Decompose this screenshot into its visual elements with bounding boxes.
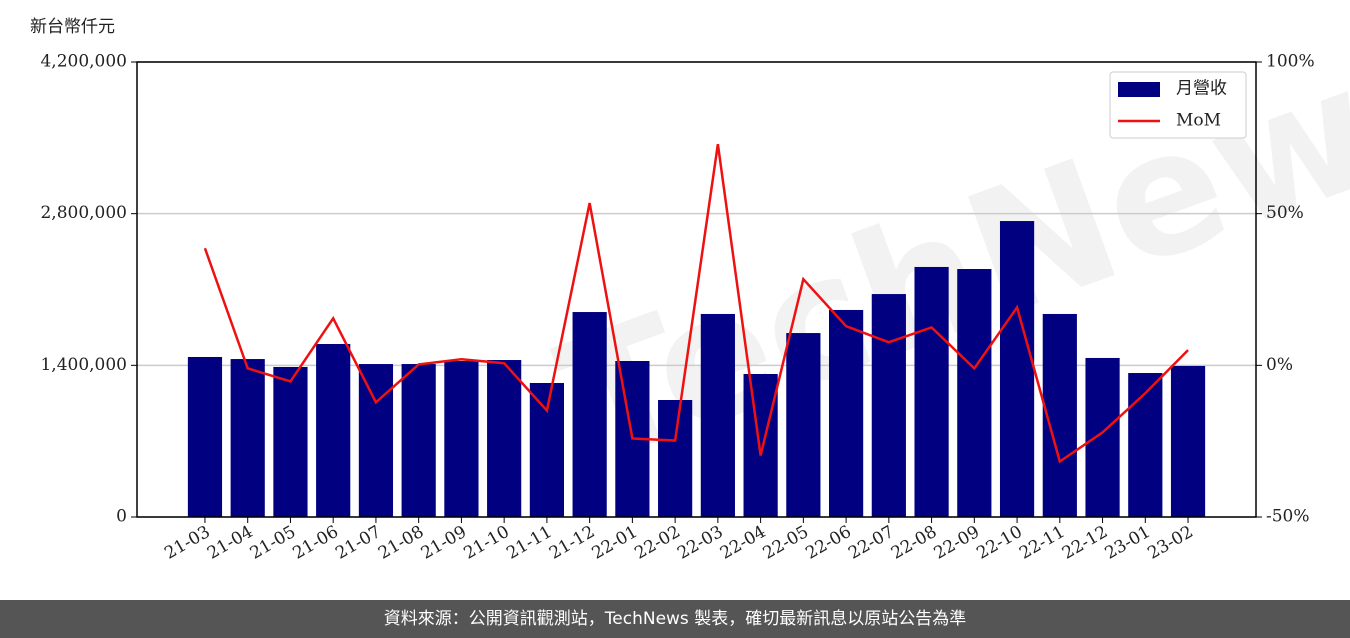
x-tick-label: 22-08: [888, 522, 940, 564]
y-tick-label: 1,400,000: [40, 355, 127, 375]
y-axis-label: 新台幣仟元: [30, 17, 115, 37]
x-tick-label: 22-02: [631, 522, 683, 564]
x-tick-label: 22-04: [717, 522, 769, 564]
bar: [444, 361, 479, 517]
x-tick-label: 22-07: [845, 522, 897, 564]
x-tick-label: 21-06: [289, 522, 341, 564]
y2-tick-label: 50%: [1266, 203, 1304, 223]
x-tick-label: 22-09: [931, 522, 983, 564]
x-tick-label: 21-12: [546, 522, 598, 564]
bar: [829, 309, 864, 517]
x-tick-label: 21-10: [460, 522, 512, 564]
bar: [999, 221, 1035, 518]
x-tick-label: 21-11: [503, 522, 555, 564]
bar: [743, 374, 778, 517]
y-tick-label: 0: [116, 507, 127, 527]
y-tick-label: 2,800,000: [40, 203, 127, 223]
x-tick-label: 22-12: [1059, 522, 1111, 564]
legend-label: 月營收: [1176, 79, 1227, 99]
x-tick-label: 23-01: [1102, 522, 1154, 564]
bar: [658, 400, 693, 517]
y2-tick-label: -50%: [1266, 507, 1310, 527]
x-tick-label: 22-10: [973, 522, 1025, 564]
bar: [1085, 357, 1120, 517]
plot-frame: [136, 61, 1257, 518]
y-tick-label: 4,200,000: [40, 52, 127, 72]
bar: [401, 364, 436, 517]
x-tick-label: 21-03: [161, 522, 213, 564]
legend-swatch: [1118, 82, 1160, 97]
x-tick-label: 21-08: [375, 522, 427, 564]
bar: [273, 366, 308, 517]
y2-tick-label: 0%: [1266, 355, 1293, 375]
x-tick-label: 21-04: [204, 522, 256, 564]
bar: [572, 312, 607, 517]
bar: [1128, 373, 1163, 517]
x-tick-label: 22-11: [1016, 522, 1068, 564]
x-tick-label: 22-01: [589, 522, 641, 564]
x-tick-label: 22-06: [802, 522, 854, 564]
bar: [871, 294, 906, 517]
bar: [316, 343, 351, 517]
footer: 資料來源：公開資訊觀測站，TechNews 製表，確切最新訊息以原站公告為準: [0, 600, 1350, 638]
bar: [914, 266, 949, 517]
x-tick-label: 21-05: [247, 522, 299, 564]
x-tick-label: 21-09: [418, 522, 470, 564]
chart: TechNews 新台幣仟元 01,400,0002,800,0004,200,…: [30, 0, 1350, 564]
line: [203, 144, 1189, 464]
bar: [358, 364, 394, 517]
legend-label: MoM: [1176, 111, 1221, 131]
bar: [487, 360, 522, 517]
bar: [1170, 365, 1206, 517]
bar: [786, 333, 821, 517]
bar: [957, 269, 992, 517]
y2-tick-label: 100%: [1266, 52, 1315, 72]
bar: [529, 382, 564, 517]
x-tick-label: 22-05: [760, 522, 812, 564]
x-tick-label: 22-03: [674, 522, 726, 564]
x-tick-label: 23-02: [1144, 522, 1196, 564]
x-tick-label: 21-07: [332, 522, 384, 564]
bar: [187, 356, 223, 517]
bar: [1042, 313, 1077, 517]
bar: [230, 359, 265, 517]
bar: [700, 313, 735, 517]
